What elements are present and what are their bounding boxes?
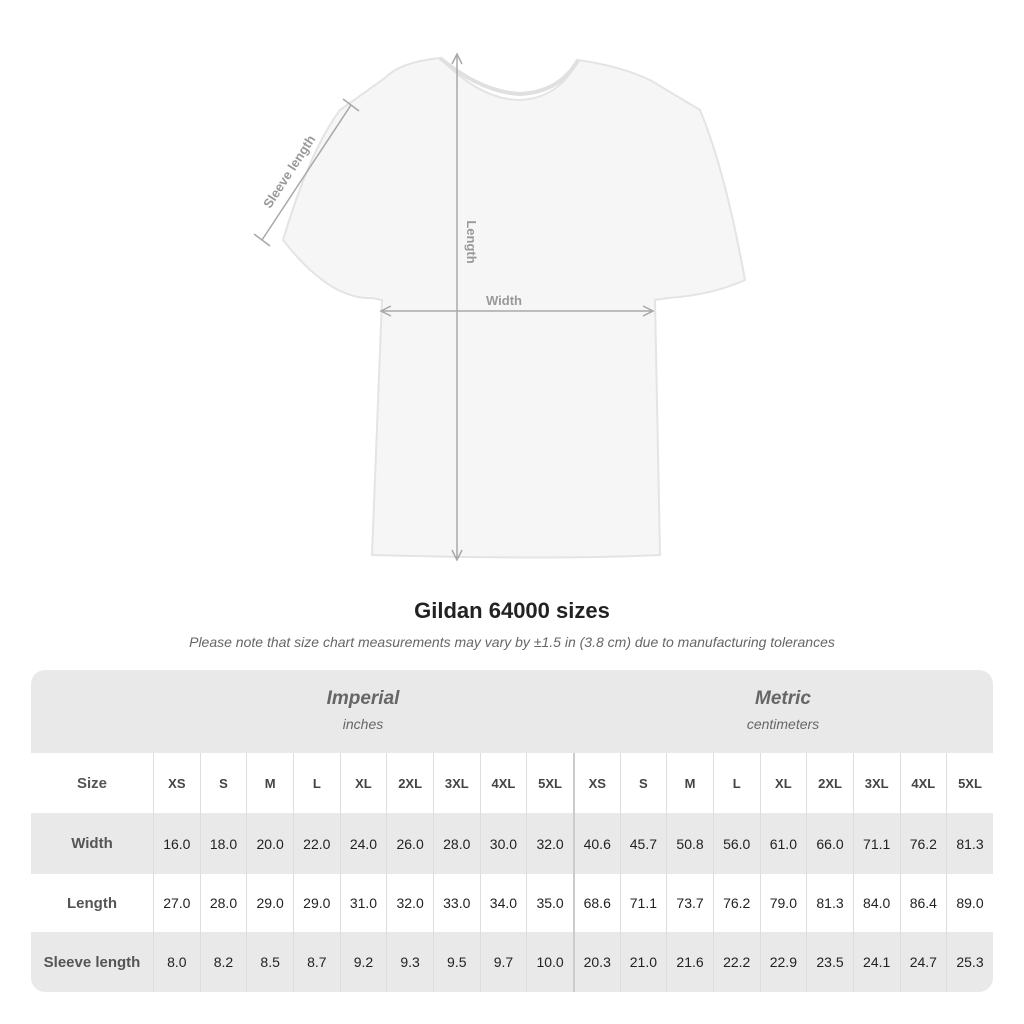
table-cell: 76.2 [899, 813, 947, 874]
table-cell: 8.5 [246, 932, 293, 992]
size-header-cell: 2XL [806, 753, 853, 813]
table-cell: 8.0 [153, 932, 200, 992]
table-cell: 9.5 [432, 932, 480, 992]
row-label: Sleeve length [43, 953, 141, 971]
table-cell: 50.8 [666, 813, 713, 874]
table-cell: 16.0 [153, 813, 200, 874]
size-header-cell: M [246, 753, 293, 813]
table-cell: 32.0 [386, 874, 433, 932]
table-cell: 73.7 [666, 874, 713, 932]
table-cell: 34.0 [479, 874, 527, 932]
size-header-cell: 5XL [526, 753, 573, 813]
table-cell: 89.0 [946, 874, 993, 932]
table-cell: 79.0 [759, 874, 807, 932]
length-label: Length [464, 220, 479, 263]
table-cell: 21.0 [619, 932, 667, 992]
table-cell: 56.0 [712, 813, 760, 874]
table-cell: 32.0 [526, 813, 573, 874]
table-row: Length 27.0 28.0 29.0 29.0 31.0 32.0 33.0 34.0 35… [31, 874, 993, 932]
table-cell: 31.0 [339, 874, 387, 932]
imperial-unit: inches [342, 716, 384, 732]
size-header-cell: XL [759, 753, 807, 813]
table-cell: 9.3 [386, 932, 433, 992]
table-cell: 22.0 [292, 813, 340, 874]
table-cell: 10.0 [526, 932, 573, 992]
table-cell: 25.3 [946, 932, 993, 992]
metric-header: Metric centimeters [573, 670, 993, 753]
table-cell: 26.0 [386, 813, 433, 874]
size-header-cell: S [199, 753, 247, 813]
row-label: Length [67, 894, 117, 912]
table-cell: 68.6 [572, 874, 620, 932]
table-cell: 81.3 [806, 874, 853, 932]
page-title: Gildan 64000 sizes [414, 598, 610, 623]
table-cell: 76.2 [712, 874, 760, 932]
size-header-cell: 3XL [852, 753, 900, 813]
table-cell: 81.3 [946, 813, 993, 874]
size-header-cell: 3XL [432, 753, 480, 813]
table-cell: 84.0 [852, 874, 900, 932]
size-header-cell: XS [572, 753, 620, 813]
size-header-cell: 4XL [479, 753, 527, 813]
table-cell: 29.0 [292, 874, 340, 932]
size-header-cell: L [292, 753, 340, 813]
tolerance-note: Please note that size chart measurements… [189, 634, 835, 650]
size-header-cell: 2XL [386, 753, 433, 813]
tshirt-diagram: Sleeve length Length Width [253, 52, 747, 562]
table-cell: 45.7 [619, 813, 667, 874]
metric-unit: centimeters [746, 716, 820, 732]
table-cell: 18.0 [199, 813, 247, 874]
table-cell: 22.2 [712, 932, 760, 992]
size-header-cell: 5XL [946, 753, 993, 813]
table-row: Size XS S M L XL 2XL 3XL 4XL 5XL XS S M L XL 2XL 3XL 4XL 5… [31, 753, 993, 813]
table-cell: 23.5 [806, 932, 853, 992]
table-cell: 28.0 [199, 874, 247, 932]
size-header-cell: M [666, 753, 713, 813]
row-label: Width [71, 835, 113, 852]
size-header-cell: L [712, 753, 760, 813]
size-header-cell: 4XL [899, 753, 947, 813]
table-cell: 8.7 [292, 932, 340, 992]
size-header-cell: XS [153, 753, 200, 813]
width-label: Width [486, 293, 522, 308]
table-cell: 8.2 [199, 932, 247, 992]
table-cell: 24.7 [899, 932, 947, 992]
table-cell: 22.9 [759, 932, 807, 992]
table-cell: 29.0 [246, 874, 293, 932]
table-cell: 20.3 [572, 932, 620, 992]
table-cell: 28.0 [432, 813, 480, 874]
table-cell: 33.0 [432, 874, 480, 932]
sleeve-arrow [261, 104, 352, 241]
table-cell: 9.7 [479, 932, 527, 992]
table-cell: 40.6 [572, 813, 620, 874]
table-cell: 35.0 [526, 874, 573, 932]
table-cell: 86.4 [899, 874, 947, 932]
table-row: Sleeve length 8.0 8.2 8.5 8.7 9.2 9.3 9.5 9.7 10.… [31, 932, 993, 992]
table-cell: 24.1 [852, 932, 900, 992]
table-cell: 71.1 [619, 874, 667, 932]
table-cell: 30.0 [479, 813, 527, 874]
imperial-title: Imperial [326, 688, 400, 709]
table-cell: 71.1 [852, 813, 900, 874]
size-table: Imperial inches Metric centimeters Size X… [31, 670, 993, 992]
row-label: Size [76, 774, 107, 792]
table-row: Width 16.0 18.0 20.0 22.0 24.0 26.0 28.0 30.0 32.… [31, 813, 993, 874]
imperial-header: Imperial inches [153, 670, 573, 753]
size-header-cell: XL [339, 753, 387, 813]
table-cell: 20.0 [246, 813, 293, 874]
table-cell: 61.0 [759, 813, 807, 874]
tshirt-image [281, 56, 747, 559]
table-cell: 9.2 [339, 932, 387, 992]
size-header-cell: S [619, 753, 667, 813]
table-cell: 27.0 [153, 874, 200, 932]
table-cell: 66.0 [806, 813, 853, 874]
table-cell: 21.6 [666, 932, 713, 992]
table-cell: 24.0 [339, 813, 387, 874]
metric-title: Metric [755, 688, 811, 709]
